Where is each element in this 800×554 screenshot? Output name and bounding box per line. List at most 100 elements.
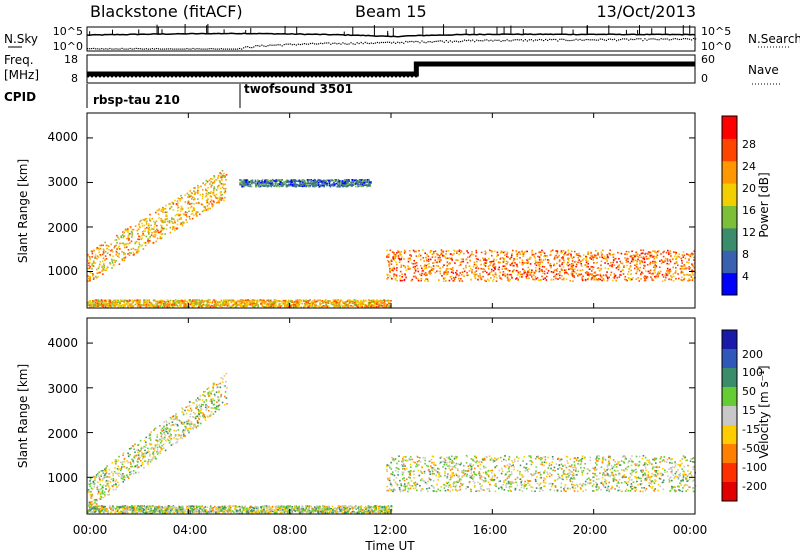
nsearch-point bbox=[670, 38, 672, 41]
heatmap-cell bbox=[444, 277, 446, 279]
heatmap-cell bbox=[103, 249, 105, 251]
heatmap-cell bbox=[333, 184, 335, 187]
heatmap-cell bbox=[265, 304, 268, 307]
heatmap-cell bbox=[190, 205, 193, 208]
heatmap-cell bbox=[241, 300, 244, 303]
heatmap-cell bbox=[531, 253, 534, 256]
heatmap-cell bbox=[105, 303, 108, 306]
nsearch-point bbox=[672, 38, 674, 40]
heatmap-cell bbox=[119, 301, 121, 303]
heatmap-cell bbox=[368, 302, 371, 304]
heatmap-cell bbox=[467, 251, 469, 254]
heatmap-cell bbox=[152, 455, 155, 457]
heatmap-cell bbox=[539, 261, 541, 264]
heatmap-cell bbox=[236, 301, 238, 303]
nsearch-point bbox=[324, 42, 326, 44]
heatmap-cell bbox=[98, 477, 101, 479]
heatmap-cell bbox=[692, 253, 694, 255]
heatmap-cell bbox=[314, 299, 316, 301]
heatmap-cell bbox=[390, 300, 392, 302]
heatmap-cell bbox=[131, 458, 133, 461]
heatmap-cell bbox=[299, 302, 301, 304]
nsearch-point bbox=[478, 40, 480, 42]
heatmap-cell bbox=[182, 431, 185, 434]
heatmap-cell bbox=[299, 181, 301, 184]
heatmap-cell bbox=[654, 260, 656, 263]
heatmap-cell bbox=[543, 255, 545, 258]
heatmap-cell bbox=[539, 251, 542, 253]
heatmap-cell bbox=[661, 274, 664, 276]
heatmap-cell bbox=[355, 303, 358, 306]
heatmap-cell bbox=[504, 275, 507, 277]
heatmap-cell bbox=[330, 303, 333, 305]
nsearch-point bbox=[273, 44, 275, 46]
heatmap-cell bbox=[458, 280, 461, 282]
heatmap-cell bbox=[147, 242, 150, 244]
heatmap-cell bbox=[662, 276, 665, 278]
heatmap-cell bbox=[620, 274, 622, 276]
heatmap-cell bbox=[207, 193, 209, 196]
heatmap-cell bbox=[92, 273, 94, 275]
heatmap-cell bbox=[306, 303, 309, 306]
heatmap-cell bbox=[103, 263, 105, 265]
heatmap-cell bbox=[281, 182, 283, 184]
heatmap-cell bbox=[573, 256, 575, 258]
heatmap-cell bbox=[407, 258, 410, 260]
power-ytick-4000: 4000 bbox=[47, 130, 78, 144]
heatmap-cell bbox=[97, 488, 100, 491]
heatmap-cell bbox=[654, 271, 656, 274]
heatmap-cell bbox=[313, 180, 315, 183]
heatmap-cell bbox=[279, 181, 282, 183]
heatmap-cell bbox=[445, 271, 448, 274]
heatmap-cell bbox=[102, 244, 104, 247]
heatmap-cell bbox=[164, 221, 166, 223]
heatmap-cell bbox=[692, 265, 695, 268]
heatmap-cell bbox=[110, 243, 112, 246]
nsearch-point bbox=[226, 48, 229, 50]
heatmap-cell bbox=[409, 259, 412, 261]
nsearch-point bbox=[208, 48, 210, 50]
heatmap-cell bbox=[171, 304, 173, 306]
heatmap-cell bbox=[652, 262, 654, 265]
heatmap-cell bbox=[692, 277, 694, 280]
heatmap-cell bbox=[217, 177, 219, 179]
heatmap-cell bbox=[470, 270, 473, 273]
heatmap-cell bbox=[344, 304, 347, 307]
power-colorbar-swatch bbox=[722, 250, 737, 274]
heatmap-cell bbox=[421, 267, 423, 270]
heatmap-cell bbox=[168, 203, 170, 205]
heatmap-cell bbox=[326, 182, 328, 185]
heatmap-cell bbox=[116, 234, 118, 237]
heatmap-cell bbox=[616, 276, 619, 279]
nsearch-point bbox=[186, 47, 188, 50]
heatmap-cell bbox=[156, 228, 158, 231]
heatmap-cell bbox=[131, 465, 133, 468]
heatmap-cell bbox=[306, 183, 308, 186]
heatmap-cell bbox=[451, 268, 453, 271]
heatmap-cell bbox=[305, 299, 307, 301]
heatmap-cell bbox=[625, 259, 628, 261]
heatmap-cell bbox=[659, 260, 661, 262]
heatmap-cell bbox=[135, 252, 138, 254]
heatmap-cell bbox=[180, 222, 182, 224]
heatmap-cell bbox=[516, 255, 519, 257]
heatmap-cell bbox=[617, 268, 620, 271]
heatmap-cell bbox=[429, 250, 432, 252]
heatmap-cell bbox=[474, 271, 476, 274]
heatmap-cell bbox=[162, 220, 164, 222]
heatmap-cell bbox=[207, 192, 210, 194]
heatmap-cell bbox=[266, 181, 268, 183]
heatmap-cell bbox=[247, 181, 249, 183]
heatmap-cell bbox=[510, 256, 513, 258]
heatmap-cell bbox=[209, 394, 211, 397]
heatmap-cell bbox=[160, 220, 162, 222]
heatmap-cell bbox=[115, 253, 117, 256]
heatmap-cell bbox=[198, 186, 200, 189]
heatmap-cell bbox=[136, 304, 138, 306]
nsearch-point bbox=[141, 48, 143, 50]
heatmap-cell bbox=[227, 300, 229, 302]
heatmap-cell bbox=[631, 257, 634, 259]
heatmap-cell bbox=[287, 184, 289, 187]
heatmap-cell bbox=[265, 182, 267, 185]
heatmap-cell bbox=[89, 265, 91, 268]
